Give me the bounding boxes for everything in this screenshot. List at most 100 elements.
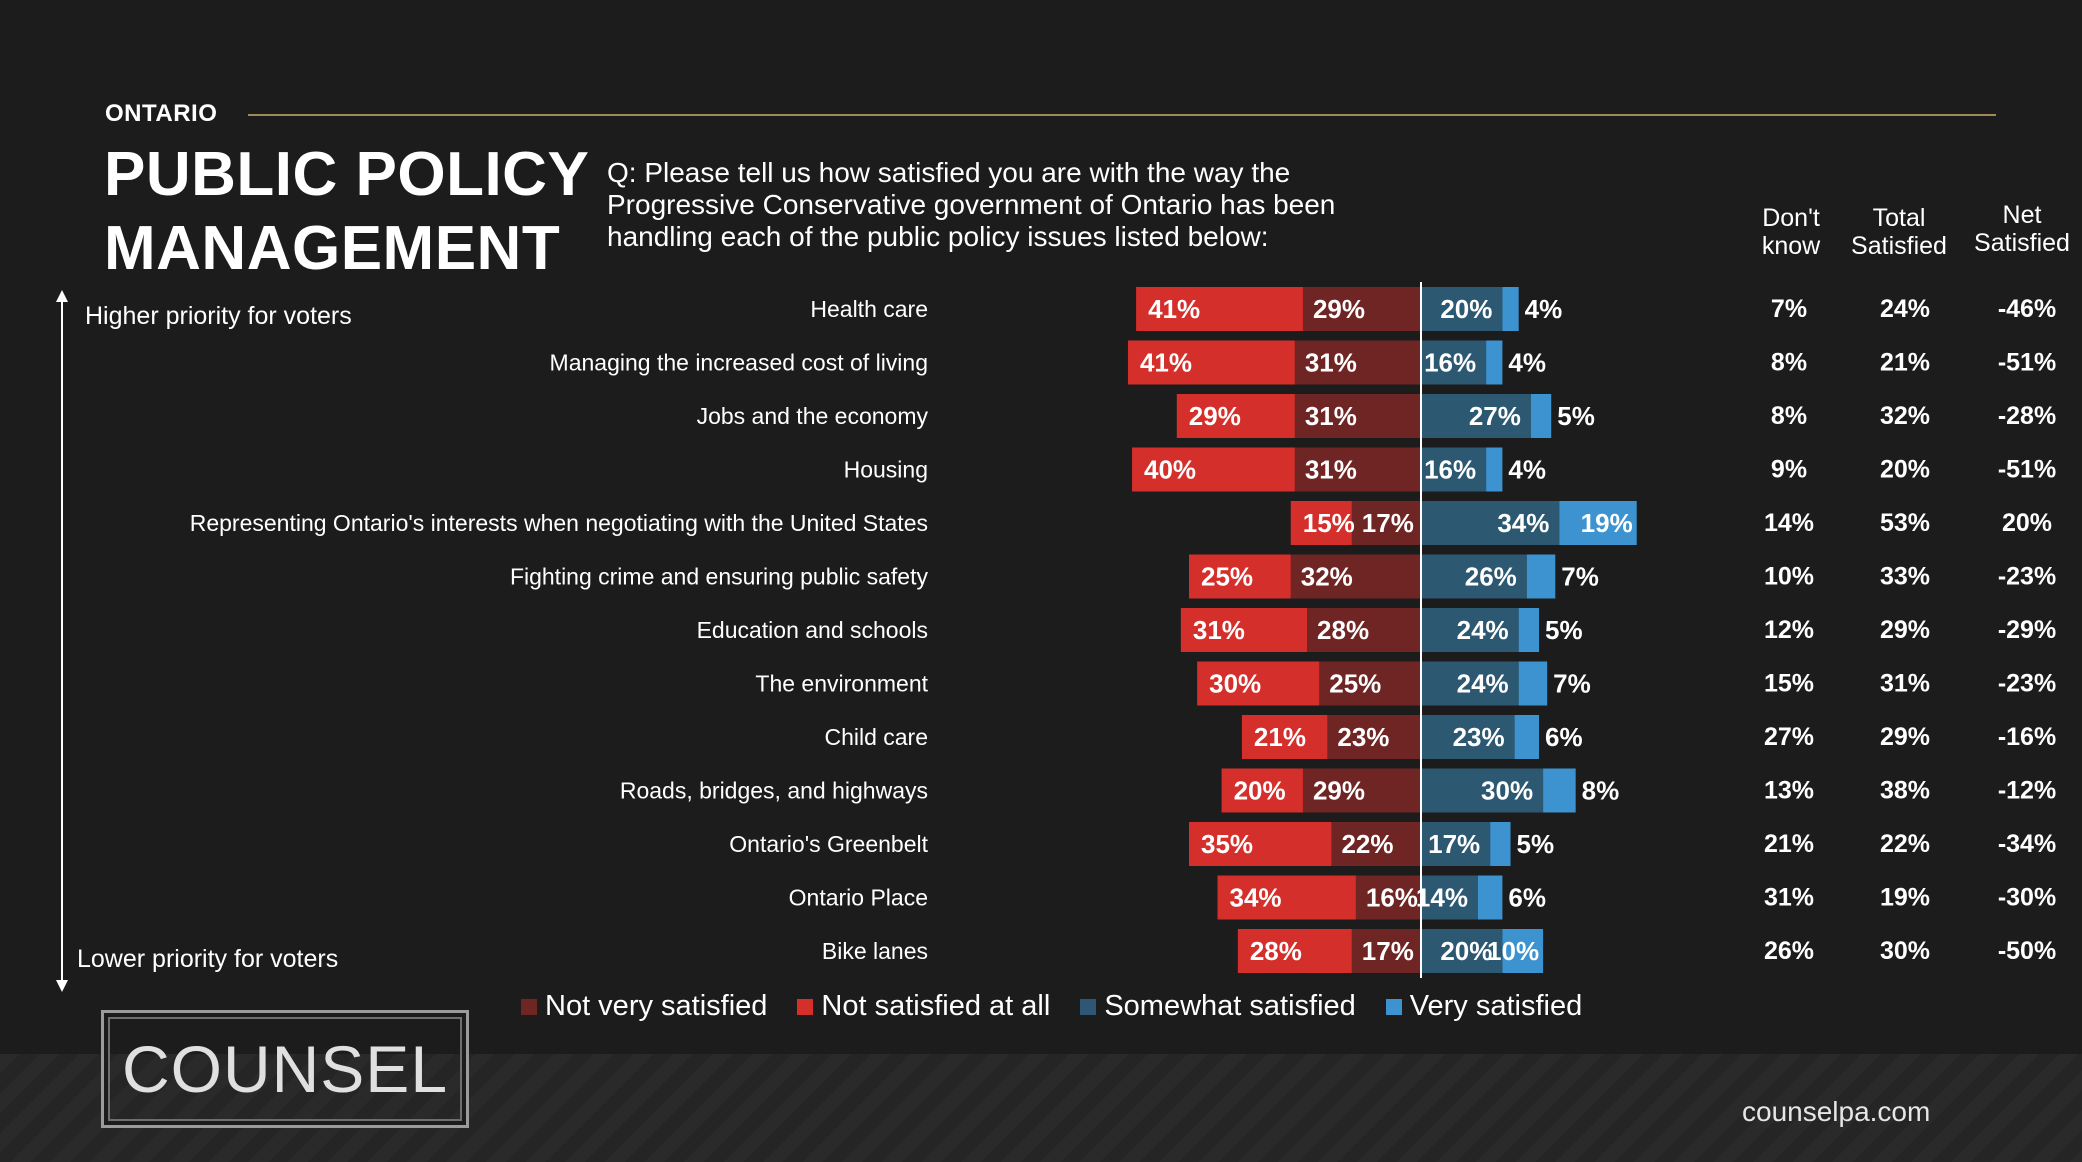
data-label-not-very: 17% [1362, 936, 1414, 966]
net-satisfied-value: 20% [2002, 509, 2052, 537]
legend-swatch-somewhat [1080, 998, 1097, 1015]
bar-not-satisfied-at-all [1189, 822, 1332, 866]
data-label-very: 5% [1545, 615, 1583, 645]
data-label-not-at-all: 29% [1189, 401, 1241, 431]
counsel-logo: COUNSEL [101, 1010, 469, 1128]
data-label-not-at-all: 20% [1234, 776, 1286, 806]
bar-very-satisfied [1518, 661, 1548, 706]
bar-not-very-satisfied [1319, 661, 1421, 706]
bar-somewhat-satisfied [1421, 768, 1544, 813]
data-label-not-very: 22% [1341, 829, 1393, 859]
data-label-somewhat: 27% [1469, 401, 1521, 431]
site-url: counselpa.com [1742, 1096, 1931, 1127]
data-label-somewhat: 16% [1424, 455, 1476, 485]
data-label-very: 6% [1545, 722, 1583, 752]
data-label-very: 7% [1561, 562, 1599, 592]
bar-not-very-satisfied [1351, 501, 1421, 545]
bar-very-satisfied [1543, 768, 1576, 813]
data-label-somewhat: 20% [1440, 294, 1492, 324]
data-label-very: 5% [1517, 829, 1555, 859]
bar-not-very-satisfied [1327, 715, 1421, 759]
bar-somewhat-satisfied [1421, 554, 1527, 599]
data-label-not-very: 29% [1313, 776, 1365, 806]
col-header-dont-know: Don't know [1761, 204, 1821, 260]
data-label-not-very: 32% [1301, 562, 1353, 592]
net-satisfied-value: -23% [1998, 670, 2056, 698]
data-label-very: 6% [1508, 883, 1546, 913]
bar-somewhat-satisfied [1421, 608, 1519, 652]
data-label-somewhat: 24% [1457, 615, 1509, 645]
total-satisfied-value: 24% [1880, 295, 1930, 323]
bar-somewhat-satisfied [1421, 929, 1503, 973]
bar-very-satisfied [1514, 715, 1540, 759]
data-label-somewhat: 34% [1497, 508, 1549, 538]
data-label-very: 4% [1508, 455, 1546, 485]
data-label-not-at-all: 28% [1250, 936, 1302, 966]
data-label-not-at-all: 21% [1254, 722, 1306, 752]
diverging-bar-chart: Health care 29% 41% 20% 4% 7% 24% -46% Managing … [190, 282, 2056, 978]
total-satisfied-value: 20% [1880, 456, 1930, 484]
page-title-line1: PUBLIC POLICY [104, 140, 590, 209]
category-label: Managing the increased cost of living [550, 350, 928, 376]
bar-not-very-satisfied [1331, 822, 1421, 866]
region-label: ONTARIO [105, 100, 218, 127]
bar-not-satisfied-at-all [1221, 768, 1303, 813]
data-label-not-very: 31% [1305, 455, 1357, 485]
data-label-not-at-all: 41% [1148, 294, 1200, 324]
net-satisfied-value: -29% [1998, 616, 2056, 644]
bar-somewhat-satisfied [1421, 447, 1487, 492]
dont-know-value: 10% [1764, 563, 1814, 591]
legend-item-very: Very satisfied [1385, 990, 1582, 1023]
survey-question: Q: Please tell us how satisfied you are … [607, 157, 1336, 252]
bar-not-very-satisfied [1355, 875, 1421, 920]
dont-know-value: 8% [1771, 402, 1807, 430]
legend-item-somewhat: Somewhat satisfied [1080, 990, 1356, 1023]
data-label-not-very: 28% [1317, 615, 1369, 645]
dont-know-value: 27% [1764, 723, 1814, 751]
data-label-not-at-all: 41% [1140, 348, 1192, 378]
bar-not-satisfied-at-all [1237, 929, 1352, 973]
total-satisfied-value: 38% [1880, 777, 1930, 805]
legend-swatch-not-at-all [797, 998, 814, 1015]
bar-not-satisfied-at-all [1197, 661, 1320, 706]
bar-not-satisfied-at-all [1127, 340, 1295, 385]
dont-know-value: 12% [1764, 616, 1814, 644]
legend-swatch-not-very [521, 998, 537, 1015]
data-label-somewhat: 20% [1440, 936, 1492, 966]
bar-somewhat-satisfied [1421, 661, 1519, 706]
total-satisfied-value: 22% [1880, 830, 1930, 858]
data-label-very: 19% [1581, 508, 1633, 538]
legend-label-not-very: Not very satisfied [545, 990, 768, 1022]
bar-somewhat-satisfied [1421, 501, 1560, 545]
category-label: Health care [810, 296, 928, 322]
net-satisfied-value: -51% [1998, 456, 2056, 484]
col-header-total-satisfied: Total Satisfied [1851, 204, 1947, 260]
data-label-not-at-all: 40% [1144, 455, 1196, 485]
bar-somewhat-satisfied [1421, 715, 1515, 759]
bar-not-very-satisfied [1302, 768, 1421, 813]
total-satisfied-value: 29% [1880, 723, 1930, 751]
data-label-not-very: 31% [1305, 401, 1357, 431]
bar-not-satisfied-at-all [1176, 394, 1295, 438]
category-label: Representing Ontario's interests when ne… [190, 510, 928, 536]
page-title-line2: MANAGEMENT [104, 214, 561, 283]
data-label-somewhat: 26% [1465, 562, 1517, 592]
net-satisfied-value: -50% [1998, 937, 2056, 965]
dont-know-value: 31% [1764, 884, 1814, 912]
bar-somewhat-satisfied [1421, 875, 1478, 920]
legend-label-somewhat: Somewhat satisfied [1104, 990, 1356, 1022]
bar-not-satisfied-at-all [1180, 608, 1308, 652]
data-label-not-very: 29% [1313, 294, 1365, 324]
bar-very-satisfied [1486, 447, 1503, 492]
dont-know-value: 26% [1764, 937, 1814, 965]
bar-not-satisfied-at-all [1217, 875, 1356, 920]
data-label-not-very: 16% [1366, 883, 1418, 913]
bar-not-very-satisfied [1302, 287, 1421, 331]
category-label: Housing [844, 457, 928, 483]
logo-text: COUNSEL [121, 1032, 449, 1106]
data-label-not-very: 31% [1305, 348, 1357, 378]
bar-somewhat-satisfied [1421, 340, 1487, 385]
data-label-not-at-all: 15% [1303, 508, 1355, 538]
total-satisfied-value: 33% [1880, 563, 1930, 591]
data-label-somewhat: 14% [1416, 883, 1468, 913]
